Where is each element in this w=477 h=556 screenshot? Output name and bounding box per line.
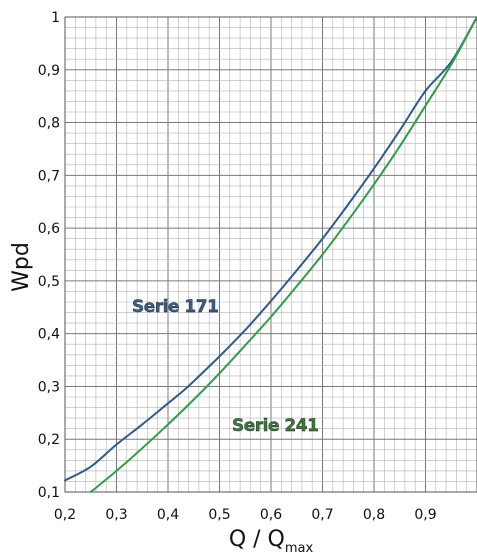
x-tick-label: 0,4 [157, 507, 179, 523]
series-label-serie-241: Serie 241 [232, 416, 318, 436]
y-axis-title: Wpd [9, 242, 34, 292]
grid [64, 16, 477, 493]
tick-labels: 0,2 0,3 0,4 0,5 0,6 0,7 0,8 0,9 0,1 0,2 0,3 0,4 0,5 0… [38, 10, 437, 523]
y-tick-label: 0,1 [38, 485, 60, 501]
y-tick-label: 0,3 [38, 379, 60, 395]
y-tick-label: 0,8 [38, 116, 60, 132]
x-tick-label: 0,5 [208, 507, 230, 523]
x-tick-label: 0,8 [363, 507, 385, 523]
x-tick-label: 0,6 [260, 507, 282, 523]
x-axis-title: Q / Qmax [229, 527, 314, 556]
x-tick-label: 0,7 [311, 507, 333, 523]
series-line-serie-241 [89, 16, 477, 493]
series-lines [64, 16, 477, 493]
x-axis-title-main: Q / Q [229, 527, 285, 552]
y-tick-label: 0,2 [38, 432, 60, 448]
plot-frame [64, 16, 477, 493]
x-tick-label: 0,9 [414, 507, 436, 523]
y-tick-label: 0,7 [38, 168, 60, 184]
y-tick-label: 0,4 [38, 327, 60, 343]
y-tick-label: 0,9 [38, 63, 60, 79]
x-tick-label: 0,2 [54, 507, 76, 523]
y-tick-label: 0,6 [38, 221, 60, 237]
x-tick-label: 0,3 [105, 507, 127, 523]
x-axis-title-sub: max [285, 541, 314, 556]
y-tick-label: 0,5 [38, 274, 60, 290]
series-label-serie-171: Serie 171 [132, 297, 218, 317]
series-line-serie-171 [64, 16, 477, 482]
y-tick-label: 1 [51, 10, 60, 26]
